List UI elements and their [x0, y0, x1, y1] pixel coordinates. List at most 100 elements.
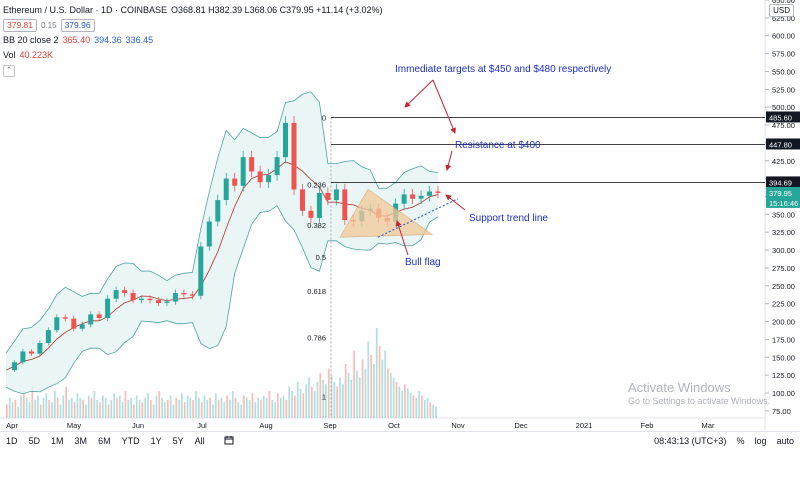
volume-bar	[285, 400, 288, 418]
volume-bar	[347, 373, 350, 418]
tf-1d[interactable]: 1D	[6, 436, 18, 446]
volume-bar	[68, 400, 70, 418]
volume-bar	[110, 400, 113, 418]
price-tick-label: 550.00	[772, 67, 795, 76]
volume-bar	[339, 377, 341, 418]
volume-bar	[14, 400, 17, 418]
candle-body	[37, 343, 43, 354]
volume-bar	[268, 391, 271, 418]
legend-vol-row: Vol 40.223K	[3, 48, 383, 63]
percent-toggle[interactable]: %	[736, 436, 745, 446]
bottom-toolbar: 1D 5D 1M 3M 6M YTD 1Y 5Y All 08:43:13 (U…	[0, 431, 800, 450]
candle-body	[257, 171, 263, 183]
candle-body	[147, 298, 153, 301]
volume-bar	[288, 386, 291, 418]
volume-bar	[116, 397, 118, 418]
volume-bar	[164, 402, 166, 418]
fib-level-label: 0	[322, 113, 326, 122]
volume-bar	[6, 404, 8, 418]
candle-body	[172, 293, 178, 302]
volume-bar	[308, 377, 310, 418]
volume-bar	[251, 393, 254, 418]
volume-bar	[209, 397, 211, 418]
candle-body	[401, 194, 407, 204]
volume-bar	[313, 391, 316, 418]
volume-bar	[310, 386, 313, 418]
targets-annotation: Immediate targets at $450 and $480 respe…	[395, 64, 612, 75]
tf-6m[interactable]: 6M	[98, 436, 111, 446]
annotation-arrow	[445, 194, 466, 211]
volume-bar	[166, 400, 169, 418]
candle-body	[223, 178, 229, 200]
volume-bar	[62, 395, 65, 418]
currency-button[interactable]: USD	[769, 4, 794, 17]
candle-body	[198, 246, 204, 296]
volume-bar	[124, 391, 127, 418]
volume-bar	[147, 393, 149, 418]
symbol-title[interactable]: Ethereum / U.S. Dollar · 1D · COINBASE	[3, 5, 168, 15]
flag-triangle	[339, 188, 434, 238]
volume-bar	[237, 402, 240, 418]
price-tick-label: 325.00	[772, 228, 795, 237]
tf-5y[interactable]: 5Y	[172, 436, 184, 446]
price-tick-label: 475.00	[772, 121, 795, 130]
tf-1m[interactable]: 1M	[51, 436, 64, 446]
volume-bar	[387, 368, 389, 418]
annotation-arrows	[395, 79, 466, 256]
time-tick-label: Aug	[259, 421, 272, 430]
chart-legend: Ethereum / U.S. Dollar · 1D · COINBASE O…	[3, 3, 383, 77]
volume-bar	[65, 386, 67, 418]
candle-body	[427, 191, 432, 196]
candle-body	[232, 178, 238, 186]
candle-body	[240, 157, 246, 186]
ohlc-readout: O368.81 H382.39 L368.06 C379.95 +11.14 (…	[171, 5, 383, 15]
chevron-up-icon[interactable]: ⌃	[3, 65, 15, 77]
volume-bar	[102, 395, 104, 418]
volume-bar	[85, 404, 87, 418]
sell-button[interactable]: 379.81	[3, 19, 37, 32]
tf-1y[interactable]: 1Y	[150, 436, 162, 446]
log-toggle[interactable]: log	[754, 436, 767, 446]
calendar-icon[interactable]	[224, 435, 234, 447]
tf-5d[interactable]: 5D	[28, 436, 41, 446]
volume-bar	[378, 346, 381, 418]
volume-bar	[70, 397, 73, 418]
volume-bar	[404, 384, 406, 418]
volume-bar	[294, 395, 296, 418]
volume-bar	[144, 397, 147, 418]
clock-readout[interactable]: 08:43:13 (UTC+3)	[654, 436, 727, 446]
volume-bar	[104, 397, 107, 418]
price-label-text: 447.80	[769, 140, 792, 149]
bb-lower-value: 336.45	[125, 35, 154, 45]
vol-label[interactable]: Vol	[3, 50, 16, 60]
price-tick-label: 225.00	[772, 300, 795, 309]
tf-ytd[interactable]: YTD	[121, 436, 140, 446]
price-chart[interactable]: 75.00 100.00 125.00 150.00 175.00 200.00 225.0…	[0, 0, 800, 431]
tf-all[interactable]: All	[194, 436, 205, 446]
volume-bar	[189, 397, 192, 418]
volume-bar	[279, 397, 282, 418]
volume-bars	[6, 328, 437, 418]
volume-bar	[192, 400, 195, 418]
volume-bar	[90, 397, 93, 418]
bb-label[interactable]: BB 20 close 2	[3, 35, 59, 45]
volume-bar	[127, 400, 130, 418]
candle-body	[28, 351, 34, 354]
auto-toggle[interactable]: auto	[776, 436, 794, 446]
fib-level-label: 0.5	[316, 253, 326, 262]
volume-bar	[135, 395, 138, 418]
volume-bar	[395, 382, 398, 418]
bb-lower-line	[5, 205, 439, 395]
volume-bar	[73, 402, 76, 418]
volume-bar	[240, 404, 243, 418]
volume-bar	[82, 400, 84, 418]
candle-body	[435, 191, 441, 193]
volume-bar	[56, 397, 59, 418]
candle-body	[274, 157, 280, 176]
volume-bar	[234, 397, 237, 418]
volume-bar	[130, 397, 132, 418]
legend-symbol-row: Ethereum / U.S. Dollar · 1D · COINBASE O…	[3, 3, 383, 18]
buy-button[interactable]: 379.96	[60, 19, 95, 32]
tf-3m[interactable]: 3M	[74, 436, 88, 446]
volume-bar	[316, 382, 319, 418]
